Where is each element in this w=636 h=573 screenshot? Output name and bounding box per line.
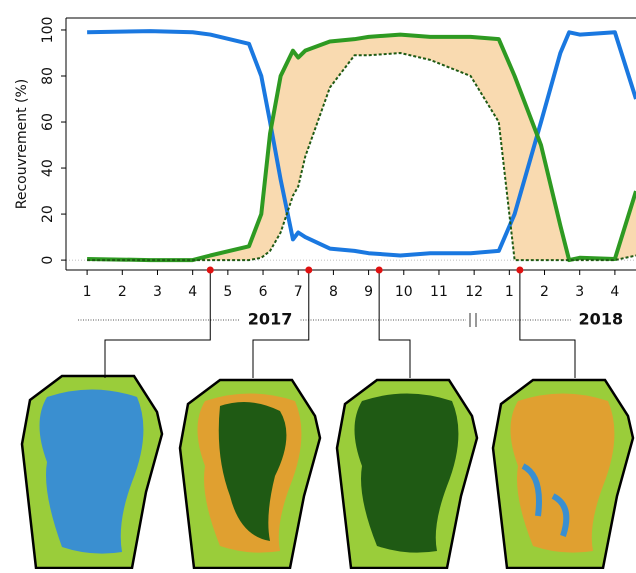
y-tick-label: 40 bbox=[40, 159, 56, 177]
x-tick-label: 11 bbox=[430, 284, 448, 300]
x-tick-label: 2 bbox=[540, 284, 549, 300]
year-label: 2017 bbox=[248, 310, 293, 329]
x-tick-label: 12 bbox=[465, 284, 483, 300]
x-tick-label: 2 bbox=[118, 284, 127, 300]
shaded-area bbox=[87, 35, 636, 261]
y-tick-label: 60 bbox=[40, 113, 56, 131]
map-thumbnail bbox=[180, 380, 320, 568]
highlight-dot bbox=[305, 267, 312, 274]
highlight-dot bbox=[516, 267, 523, 274]
year-label: 2018 bbox=[579, 310, 624, 329]
chart: Recouvrement (%) 02040608010012345678910… bbox=[0, 0, 636, 569]
y-tick-label: 80 bbox=[40, 67, 56, 85]
x-tick-label: 8 bbox=[329, 284, 338, 300]
y-axis-label: Recouvrement (%) bbox=[14, 79, 30, 209]
x-tick-label: 7 bbox=[294, 284, 303, 300]
x-tick-label: 5 bbox=[223, 284, 232, 300]
highlight-dot bbox=[207, 267, 214, 274]
x-tick-label: 4 bbox=[188, 284, 197, 300]
thumbnails bbox=[22, 376, 633, 568]
map-thumbnail bbox=[22, 376, 162, 568]
x-tick-label: 10 bbox=[395, 284, 413, 300]
y-tick-label: 0 bbox=[40, 256, 56, 265]
x-tick-label: 3 bbox=[575, 284, 584, 300]
x-tick-label: 4 bbox=[610, 284, 619, 300]
map-thumbnail bbox=[337, 380, 477, 568]
x-tick-label: 1 bbox=[505, 284, 514, 300]
x-tick-label: 1 bbox=[83, 284, 92, 300]
y-tick-label: 100 bbox=[40, 17, 56, 44]
x-tick-label: 3 bbox=[153, 284, 162, 300]
map-thumbnail bbox=[493, 380, 633, 568]
highlight-dot bbox=[376, 267, 383, 274]
x-tick-label: 6 bbox=[259, 284, 268, 300]
x-tick-label: 9 bbox=[364, 284, 373, 300]
page: {"chart_data":{"type":"line","y_label":"… bbox=[0, 0, 636, 573]
y-tick-label: 20 bbox=[40, 205, 56, 223]
